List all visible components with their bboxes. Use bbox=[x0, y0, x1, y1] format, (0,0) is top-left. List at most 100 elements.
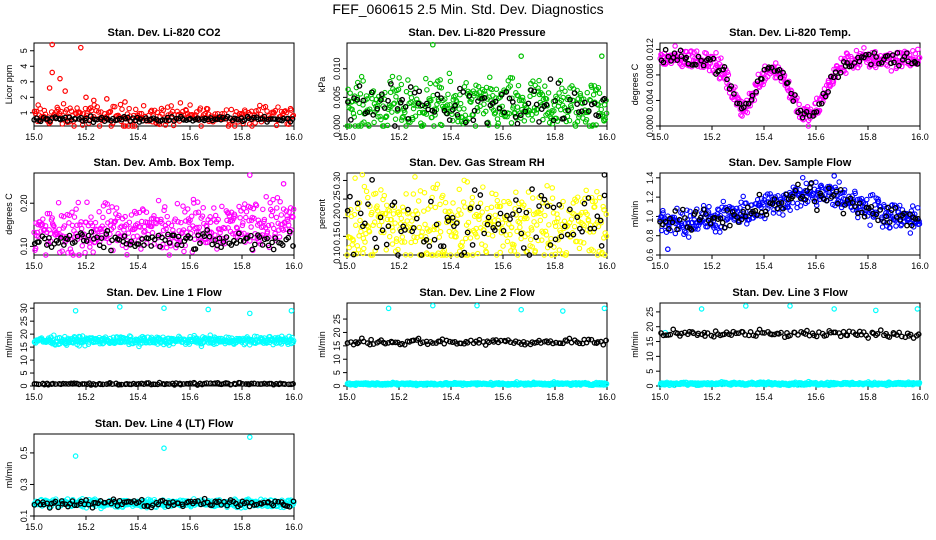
data-point bbox=[712, 229, 719, 235]
data-point bbox=[704, 330, 711, 337]
data-point bbox=[883, 213, 890, 220]
data-point-outlier bbox=[698, 306, 705, 312]
data-point bbox=[66, 232, 73, 239]
data-point bbox=[703, 211, 709, 217]
data-point bbox=[875, 196, 881, 202]
data-point bbox=[500, 227, 507, 234]
data-point bbox=[853, 47, 860, 54]
data-point bbox=[885, 204, 891, 211]
data-point bbox=[904, 222, 910, 229]
data-point bbox=[389, 339, 396, 346]
data-point bbox=[88, 214, 94, 220]
data-point bbox=[783, 191, 790, 198]
data-point bbox=[457, 100, 464, 107]
data-point bbox=[359, 171, 366, 178]
y-tick-label: 0.000 bbox=[645, 115, 655, 138]
data-point bbox=[440, 243, 447, 250]
data-point bbox=[807, 184, 813, 191]
data-point bbox=[356, 233, 362, 239]
data-point bbox=[194, 224, 200, 231]
data-point bbox=[155, 197, 162, 204]
data-point bbox=[887, 224, 893, 231]
data-point bbox=[593, 122, 599, 128]
data-point bbox=[662, 46, 669, 53]
data-point bbox=[269, 208, 276, 215]
data-point bbox=[36, 233, 42, 240]
data-point bbox=[79, 243, 86, 249]
data-point bbox=[201, 233, 208, 240]
data-point bbox=[495, 217, 501, 224]
data-point bbox=[511, 248, 518, 254]
data-point bbox=[538, 192, 545, 199]
data-point bbox=[594, 339, 601, 345]
data-point bbox=[369, 252, 376, 258]
data-point bbox=[376, 222, 383, 229]
data-point bbox=[471, 107, 478, 114]
data-point bbox=[849, 55, 855, 62]
data-point bbox=[550, 340, 556, 347]
data-point bbox=[669, 219, 676, 226]
data-point bbox=[485, 214, 492, 221]
x-tick-label: 15.8 bbox=[233, 132, 251, 142]
x-tick-label: 15.8 bbox=[546, 132, 564, 142]
data-point bbox=[501, 198, 507, 205]
data-point bbox=[915, 215, 921, 222]
data-point bbox=[72, 239, 78, 245]
data-point bbox=[780, 69, 786, 76]
data-point bbox=[481, 101, 487, 107]
data-point bbox=[422, 221, 428, 228]
data-point bbox=[519, 94, 526, 101]
data-point bbox=[423, 100, 430, 107]
data-point bbox=[388, 81, 394, 87]
data-point bbox=[897, 216, 904, 223]
data-point bbox=[132, 106, 139, 113]
data-point bbox=[457, 91, 463, 98]
data-point bbox=[733, 330, 739, 337]
data-point bbox=[399, 234, 406, 240]
data-point bbox=[252, 120, 258, 126]
data-point bbox=[204, 227, 211, 233]
data-point bbox=[603, 211, 609, 217]
data-point bbox=[588, 101, 595, 108]
data-point bbox=[447, 252, 454, 258]
data-point bbox=[876, 60, 882, 67]
data-point bbox=[183, 107, 189, 114]
y-tick-label: 25 bbox=[19, 316, 29, 326]
data-point bbox=[270, 381, 277, 388]
data-point bbox=[356, 83, 363, 89]
data-point bbox=[747, 329, 754, 335]
data-point bbox=[415, 335, 422, 342]
data-point bbox=[601, 207, 607, 213]
data-point bbox=[539, 237, 545, 243]
data-point bbox=[437, 229, 444, 235]
data-point bbox=[449, 106, 456, 113]
data-point bbox=[602, 252, 608, 258]
y-tick-label: 0 bbox=[19, 383, 29, 388]
data-point bbox=[706, 67, 713, 74]
data-point bbox=[506, 95, 513, 102]
data-point bbox=[701, 329, 708, 336]
data-point bbox=[780, 205, 786, 212]
data-point bbox=[467, 205, 474, 212]
data-point bbox=[587, 222, 594, 228]
data-point-outlier bbox=[598, 53, 605, 59]
data-point bbox=[896, 202, 903, 209]
x-tick-label: 15.8 bbox=[546, 261, 564, 271]
data-point bbox=[916, 379, 923, 386]
data-point bbox=[198, 343, 205, 350]
chart-title: Stan. Dev. Li-820 CO2 bbox=[108, 27, 221, 39]
data-point bbox=[539, 91, 546, 98]
data-point bbox=[431, 226, 437, 233]
x-tick-label: 16.0 bbox=[285, 522, 303, 532]
data-point bbox=[570, 97, 577, 104]
y-tick-label: 0.20 bbox=[19, 194, 29, 212]
data-point bbox=[148, 107, 155, 114]
data-point bbox=[473, 82, 479, 89]
data-point-outlier bbox=[78, 44, 84, 51]
data-point bbox=[371, 219, 378, 225]
data-point bbox=[869, 191, 876, 198]
data-point bbox=[484, 205, 490, 212]
data-point bbox=[423, 237, 430, 243]
data-point bbox=[529, 117, 536, 123]
y-axis-label: ml/min bbox=[630, 331, 640, 358]
